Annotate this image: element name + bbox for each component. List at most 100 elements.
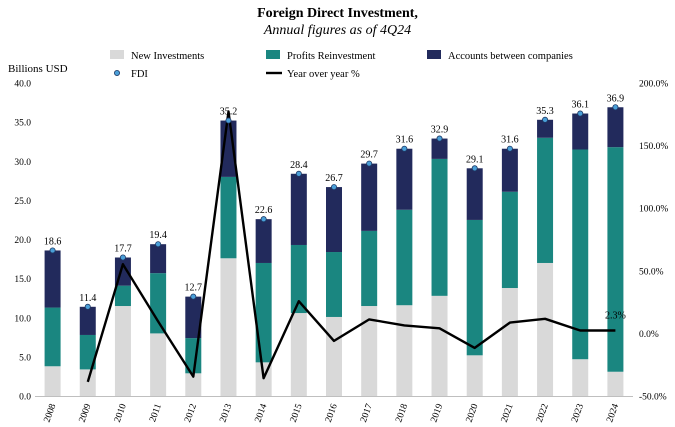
- y2-tick-label: 0.0%: [639, 330, 659, 340]
- bar-new-investments: [114, 306, 131, 396]
- bar-accounts-between-companies: [150, 244, 167, 274]
- fdi-data-label: 31.6: [396, 135, 414, 146]
- y2-tick-label: -50.0%: [639, 393, 667, 403]
- x-tick-label: 2016: [324, 402, 340, 424]
- x-tick-label: 2009: [78, 402, 94, 424]
- bar-profits-reinvestment: [607, 147, 624, 372]
- fdi-point: [612, 104, 619, 111]
- bar-new-investments: [361, 306, 378, 396]
- fdi-point: [190, 293, 197, 300]
- y-tick-label: 25.0: [14, 197, 31, 207]
- bar-new-investments: [44, 366, 61, 396]
- fdi-data-label: 32.9: [431, 125, 449, 136]
- y-tick-label: 35.0: [14, 119, 31, 129]
- bar-new-investments: [290, 313, 307, 396]
- fdi-point: [260, 216, 267, 223]
- y-tick-label: 10.0: [14, 314, 31, 324]
- bar-accounts-between-companies: [79, 306, 96, 335]
- bar-accounts-between-companies: [431, 138, 448, 159]
- bar-profits-reinvestment: [150, 273, 167, 334]
- bar-new-investments: [150, 333, 167, 396]
- legend-profits-reinvestment-label: Profits Reinvestment: [287, 51, 375, 62]
- x-tick-label: 2018: [394, 402, 410, 424]
- bar-new-investments: [466, 355, 483, 396]
- bar-accounts-between-companies: [290, 173, 307, 245]
- bar-accounts-between-companies: [361, 163, 378, 231]
- fdi-data-label: 29.7: [360, 150, 378, 161]
- y2-tick-label: 200.0%: [639, 80, 668, 90]
- legend-new-investments-label: New Investments: [131, 51, 204, 62]
- x-tick-label: 2023: [570, 402, 586, 424]
- bar-new-investments: [431, 295, 448, 396]
- bar-profits-reinvestment: [44, 307, 61, 367]
- fdi-data-label: 12.7: [185, 283, 203, 294]
- x-tick-label: 2011: [148, 402, 164, 423]
- y-axis-title: Billions USD: [8, 63, 68, 75]
- legend-accounts-between-companies-label: Accounts between companies: [448, 51, 573, 62]
- bar-new-investments: [607, 371, 624, 396]
- y2-tick-label: 100.0%: [639, 205, 668, 215]
- fdi-point: [506, 145, 513, 152]
- fdi-data-label: 36.1: [571, 100, 589, 111]
- fdi-point: [401, 145, 408, 152]
- fdi-data-label: 17.7: [114, 243, 132, 254]
- x-tick-label: 2017: [359, 402, 375, 424]
- fdi-data-label: 35.2: [220, 107, 238, 118]
- y-tick-label: 5.0: [19, 353, 31, 363]
- bar-accounts-between-companies: [466, 168, 483, 220]
- legend-new-investments-swatch: [110, 50, 124, 59]
- bar-accounts-between-companies: [537, 119, 554, 138]
- fdi-point: [225, 117, 232, 124]
- legend-fdi-marker: [114, 70, 121, 77]
- fdi-point: [119, 254, 126, 261]
- chart-subtitle: Annual figures as of 4Q24: [263, 23, 412, 38]
- fdi-point: [471, 165, 478, 172]
- fdi-point: [49, 247, 56, 254]
- x-tick-label: 2024: [605, 402, 621, 424]
- fdi-data-label: 31.6: [501, 135, 519, 146]
- fdi-data-label: 29.1: [466, 154, 484, 165]
- bar-accounts-between-companies: [607, 107, 624, 148]
- bar-new-investments: [185, 373, 202, 396]
- bar-new-investments: [79, 369, 96, 396]
- y-tick-label: 30.0: [14, 158, 31, 168]
- x-tick-label: 2010: [113, 402, 129, 424]
- bar-profits-reinvestment: [396, 209, 413, 306]
- bar-profits-reinvestment: [290, 244, 307, 314]
- fdi-point: [330, 184, 337, 191]
- bar-profits-reinvestment: [255, 262, 272, 363]
- bar-new-investments: [537, 262, 554, 396]
- bar-profits-reinvestment: [431, 158, 448, 296]
- bar-profits-reinvestment: [361, 230, 378, 307]
- fdi-point: [155, 241, 162, 248]
- legend-profits-reinvestment-swatch: [266, 50, 280, 59]
- bar-profits-reinvestment: [79, 334, 96, 370]
- fdi-point: [577, 110, 584, 117]
- y2-tick-label: 150.0%: [639, 142, 668, 152]
- x-tick-label: 2014: [254, 402, 270, 424]
- bar-profits-reinvestment: [466, 219, 483, 356]
- yoy-end-label: 2.3%: [605, 311, 626, 322]
- bar-accounts-between-companies: [255, 219, 272, 263]
- y2-tick-label: 50.0%: [639, 267, 664, 277]
- bar-profits-reinvestment: [501, 191, 518, 289]
- bar-new-investments: [572, 359, 589, 396]
- bar-accounts-between-companies: [572, 113, 589, 150]
- bar-new-investments: [501, 288, 518, 396]
- fdi-point: [436, 135, 443, 142]
- bar-accounts-between-companies: [326, 187, 342, 253]
- x-tick-label: 2012: [183, 402, 199, 424]
- x-tick-label: 2022: [535, 402, 551, 424]
- x-tick-label: 2019: [429, 402, 445, 424]
- bar-new-investments: [396, 305, 413, 396]
- legend-yoy-label: Year over year %: [287, 69, 360, 80]
- fdi-point: [366, 160, 373, 167]
- fdi-data-label: 36.9: [607, 93, 625, 104]
- fdi-data-label: 18.6: [44, 236, 62, 247]
- fdi-data-label: 19.4: [149, 230, 167, 241]
- legend-accounts-between-companies-swatch: [427, 50, 441, 59]
- legend-fdi-label: FDI: [131, 69, 148, 80]
- y-tick-label: 15.0: [14, 275, 31, 285]
- fdi-point: [84, 303, 91, 310]
- bar-accounts-between-companies: [396, 148, 413, 210]
